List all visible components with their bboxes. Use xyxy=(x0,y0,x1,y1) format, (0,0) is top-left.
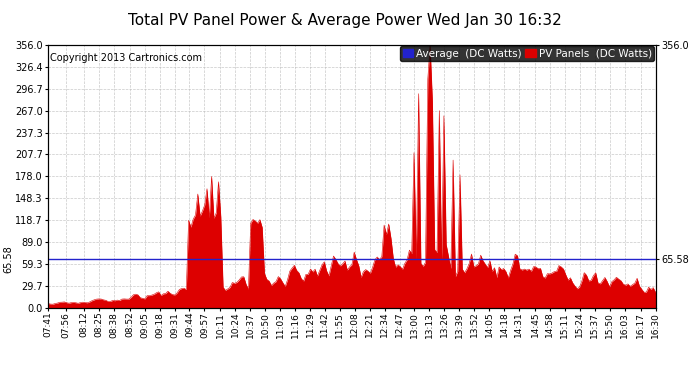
Text: Copyright 2013 Cartronics.com: Copyright 2013 Cartronics.com xyxy=(50,53,201,63)
Text: Total PV Panel Power & Average Power Wed Jan 30 16:32: Total PV Panel Power & Average Power Wed… xyxy=(128,13,562,28)
Legend: Average  (DC Watts), PV Panels  (DC Watts): Average (DC Watts), PV Panels (DC Watts) xyxy=(400,46,654,61)
Text: 65.58: 65.58 xyxy=(4,245,14,273)
